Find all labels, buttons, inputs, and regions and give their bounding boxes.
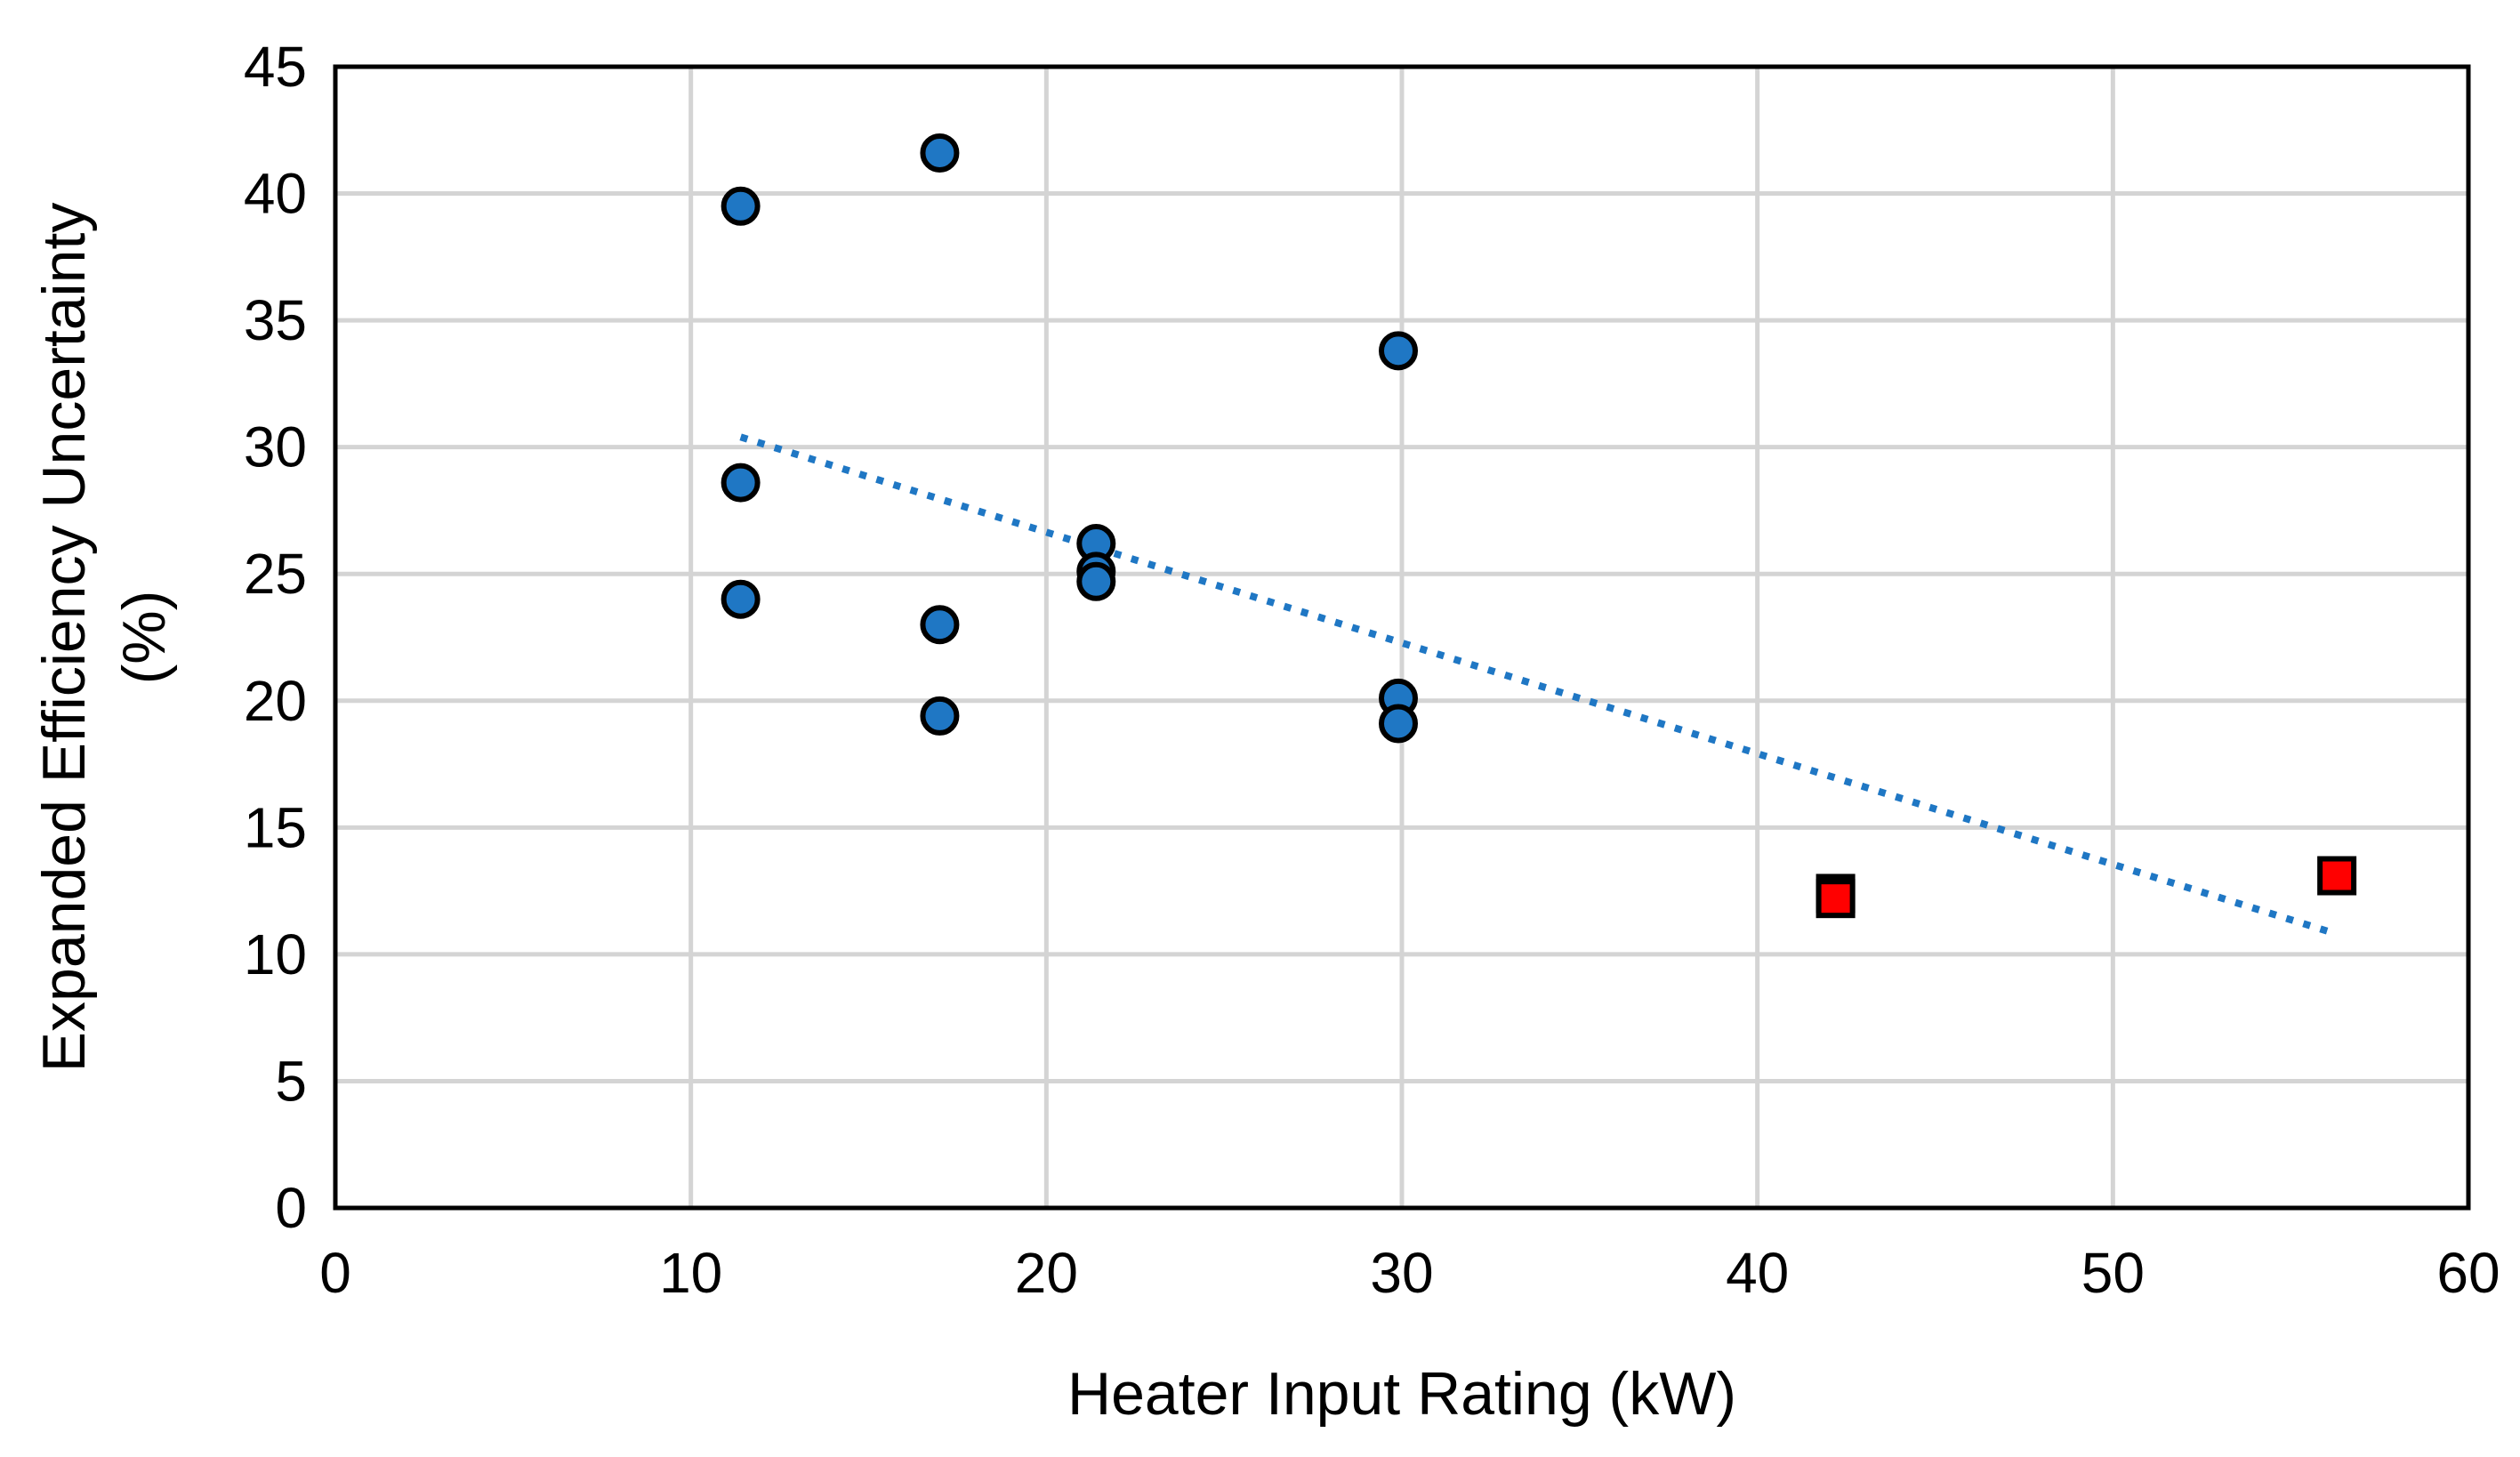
y-tick-label-35: 35 <box>244 288 307 352</box>
circles-point-2 <box>721 579 761 619</box>
trendline <box>739 433 2339 938</box>
x-tick-labels: 0 10 20 30 40 50 60 <box>319 1241 2500 1305</box>
y-tick-label-25: 25 <box>244 542 307 606</box>
squares-point-1 <box>1816 879 1856 919</box>
circles-point-11 <box>1379 704 1419 744</box>
circles-point-5 <box>920 696 960 736</box>
plot-area-border <box>333 64 2471 1211</box>
x-tick-label-60: 60 <box>2436 1241 2500 1305</box>
y-tick-label-5: 5 <box>275 1049 307 1113</box>
x-tick-label-0: 0 <box>319 1241 351 1305</box>
y-tick-labels: 0 5 10 15 20 25 30 35 40 45 <box>244 35 307 1240</box>
squares-point-2 <box>2317 856 2357 896</box>
x-tick-label-40: 40 <box>1726 1241 1789 1305</box>
y-tick-label-0: 0 <box>275 1176 307 1240</box>
y-axis-title-line-1: Expanded Efficiency Uncertainty <box>30 203 98 1073</box>
y-tick-label-30: 30 <box>244 415 307 479</box>
circles-point-9 <box>1379 331 1419 371</box>
x-tick-label-50: 50 <box>2081 1241 2145 1305</box>
x-tick-label-30: 30 <box>1370 1241 1433 1305</box>
y-tick-label-15: 15 <box>244 795 307 859</box>
x-tick-label-20: 20 <box>1015 1241 1078 1305</box>
circles-point-4 <box>920 605 960 645</box>
circles-point-0 <box>721 186 761 226</box>
y-tick-label-40: 40 <box>244 162 307 226</box>
y-tick-label-10: 10 <box>244 922 307 986</box>
circles-point-8 <box>1076 561 1116 601</box>
y-axis-title-line-2: (%) <box>110 591 178 685</box>
y-tick-label-20: 20 <box>244 669 307 733</box>
circles-point-1 <box>721 463 761 503</box>
grid-lines <box>333 64 2471 1211</box>
data-points <box>721 133 2357 919</box>
y-tick-label-45: 45 <box>244 35 307 99</box>
x-axis-title: Heater Input Rating (kW) <box>1067 1360 1736 1428</box>
circles-point-3 <box>920 133 960 173</box>
x-tick-label-10: 10 <box>659 1241 722 1305</box>
